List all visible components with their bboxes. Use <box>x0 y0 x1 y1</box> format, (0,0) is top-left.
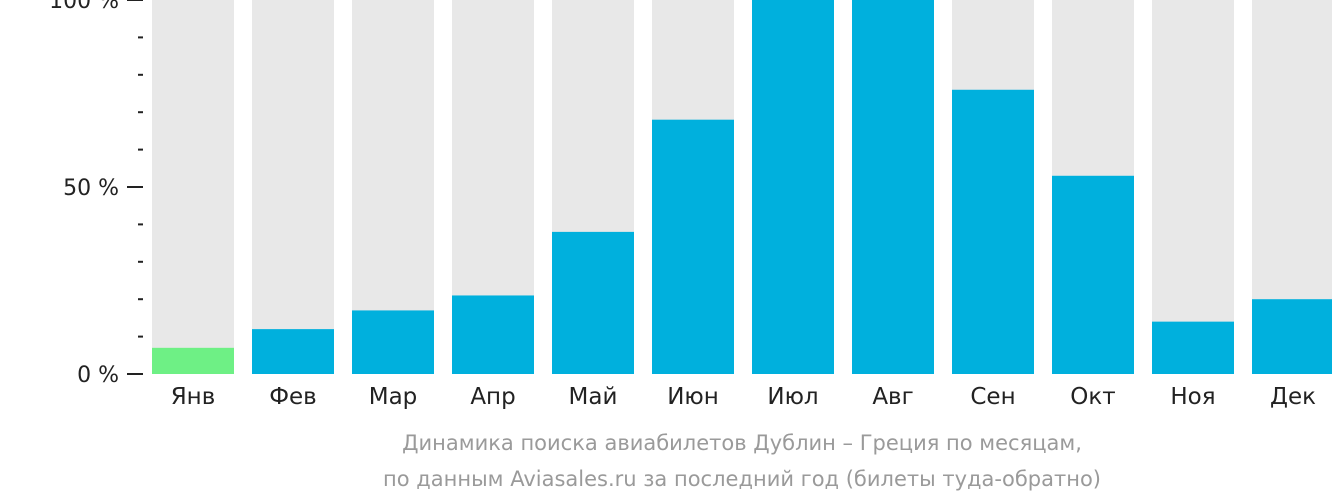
bar <box>452 295 534 374</box>
bar <box>252 329 334 374</box>
x-tick-label: Фев <box>269 384 317 410</box>
x-tick-label: Дек <box>1270 384 1316 410</box>
bar-background <box>252 0 334 374</box>
bar <box>152 347 234 374</box>
x-tick-label: Авг <box>872 384 913 410</box>
y-tick-label: 50 % <box>63 176 119 201</box>
bar <box>752 0 834 374</box>
bar <box>952 89 1034 374</box>
x-tick-label: Сен <box>970 384 1015 410</box>
x-tick-label: Май <box>569 384 618 410</box>
bar <box>652 119 734 375</box>
x-tick-label: Июн <box>667 384 719 410</box>
y-tick-label: 0 % <box>77 363 119 388</box>
bar-background <box>1152 0 1234 374</box>
x-tick-label: Окт <box>1070 384 1115 410</box>
x-tick-label: Мар <box>369 384 418 410</box>
x-tick-label: Июл <box>767 384 818 410</box>
bar <box>1252 299 1332 374</box>
bar <box>1052 175 1134 374</box>
bar-background <box>152 0 234 374</box>
bar <box>552 231 634 374</box>
x-tick-label: Янв <box>171 384 216 410</box>
y-tick-label: 100 % <box>49 0 119 14</box>
bar <box>852 0 934 374</box>
bar <box>1152 321 1234 374</box>
bar-chart: 100 % 50 % 0 % Янв Фев Мар Апр Май Июн Июл Авг Сен О… <box>49 0 1332 410</box>
x-tick-label: Ноя <box>1170 384 1215 410</box>
chart-caption-line-1: Динамика поиска авиабилетов Дублин – Гре… <box>402 431 1082 455</box>
x-tick-label: Апр <box>470 384 515 410</box>
chart-caption-line-2: по данным Aviasales.ru за последний год … <box>383 467 1101 491</box>
bar <box>352 310 434 374</box>
